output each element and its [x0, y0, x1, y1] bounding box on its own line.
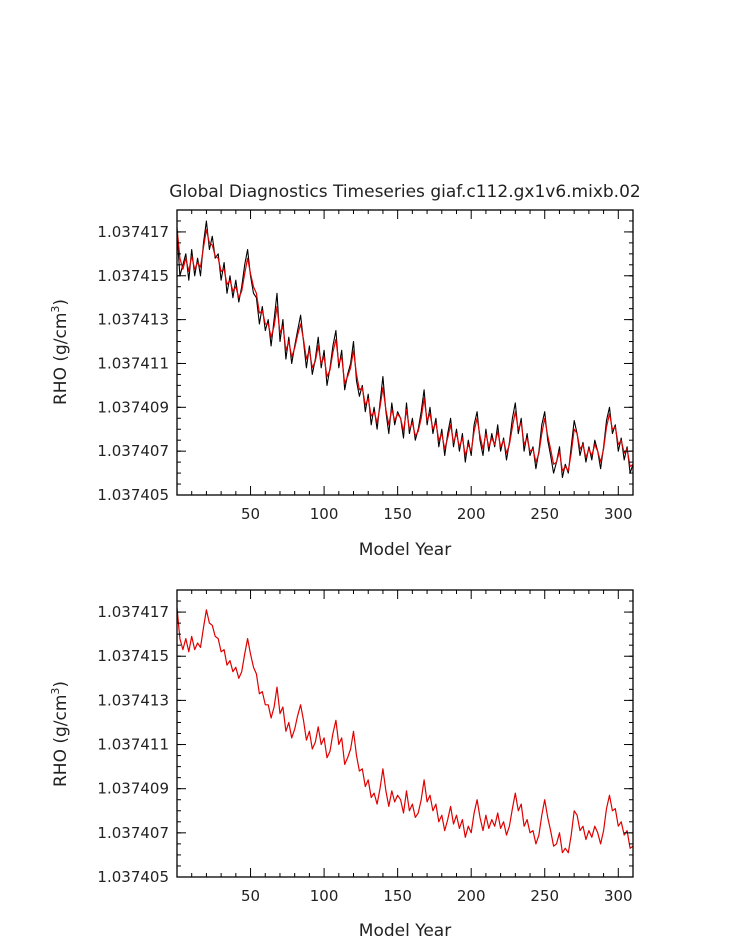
bottom-x-tick-label: 200 [457, 887, 486, 905]
top-y-tick-label: 1.037413 [97, 311, 169, 329]
top-y-axis-title: RHO (g/cm3) [49, 299, 71, 405]
bottom-y-tick-label: 1.037415 [97, 647, 169, 665]
top-series-smoothed-line [176, 227, 634, 472]
bottom-x-tick-label: 150 [383, 887, 412, 905]
top-y-tick-label: 1.037411 [97, 354, 169, 372]
top-x-tick-label: 300 [604, 505, 633, 523]
top-x-tick-label: 150 [383, 505, 412, 523]
top-y-tick-label: 1.037409 [97, 398, 169, 416]
top-y-axis-title-sup: 3 [49, 306, 62, 313]
bottom-y-tick-label: 1.037407 [97, 824, 169, 842]
top-chart-frame [176, 209, 634, 496]
top-x-axis-title: Model Year [359, 540, 451, 560]
top-x-tick-label: 200 [457, 505, 486, 523]
bottom-x-tick-label: 300 [604, 887, 633, 905]
bottom-y-axis-title-sup: 3 [49, 688, 62, 695]
top-x-tick-label: 250 [530, 505, 559, 523]
bottom-y-tick-label: 1.037409 [97, 780, 169, 798]
top-y-tick-label: 1.037415 [97, 267, 169, 285]
bottom-y-tick-label: 1.037413 [97, 691, 169, 709]
bottom-y-axis-title-close: ) [51, 681, 71, 688]
top-y-tick-label: 1.037405 [97, 486, 169, 504]
top-y-axis-title-main: RHO (g/cm [51, 313, 71, 405]
top-x-tick-label: 50 [241, 505, 260, 523]
bottom-x-tick-label: 50 [241, 887, 260, 905]
bottom-y-tick-label: 1.037411 [97, 736, 169, 754]
bottom-chart-frame [176, 589, 634, 878]
bottom-y-tick-label: 1.037405 [97, 868, 169, 886]
bottom-x-axis-title: Model Year [359, 921, 451, 941]
bottom-y-axis-title: RHO (g/cm3) [49, 681, 71, 787]
top-chart-panel: 1.037405 1.037407 1.037409 1.037411 1.037413… [49, 209, 634, 560]
chart-title: Global Diagnostics Timeseries giaf.c112.… [169, 182, 640, 202]
bottom-x-tick-label: 250 [530, 887, 559, 905]
bottom-y-tick-label: 1.037417 [97, 603, 169, 621]
top-series-monthly-line [176, 220, 634, 479]
bottom-y-axis-title-main: RHO (g/cm [51, 695, 71, 787]
bottom-x-tick-label: 100 [310, 887, 339, 905]
bottom-series-smoothed-line [176, 607, 634, 854]
bottom-chart-panel: 1.037405 1.037407 1.037409 1.037411 1.037413… [49, 589, 634, 941]
top-x-tick-label: 100 [310, 505, 339, 523]
top-y-tick-label: 1.037417 [97, 223, 169, 241]
top-y-tick-label: 1.037407 [97, 442, 169, 460]
top-y-axis-title-close: ) [51, 299, 71, 306]
